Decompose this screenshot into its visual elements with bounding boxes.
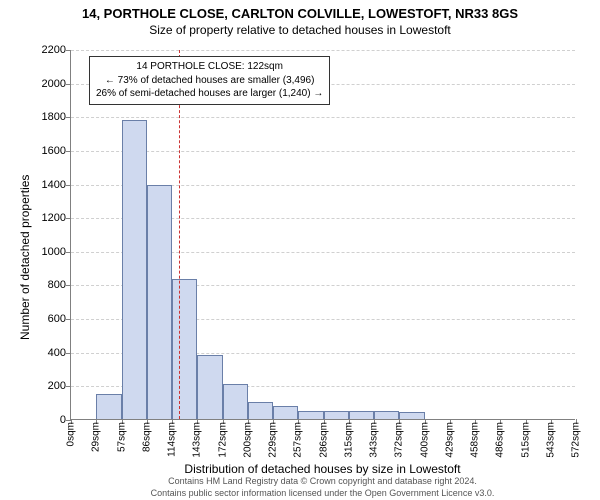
- x-tick-label: 200sqm: [242, 419, 253, 458]
- y-tick-label: 2000: [42, 78, 71, 90]
- x-tick-label: 0sqm: [66, 419, 77, 446]
- x-tick-label: 572sqm: [571, 419, 582, 458]
- histogram-bar: [248, 402, 273, 419]
- annotation-line: ← 73% of detached houses are smaller (3,…: [96, 74, 323, 88]
- gridline: [71, 117, 575, 118]
- x-tick-label: 315sqm: [343, 419, 354, 458]
- histogram-bar: [122, 120, 147, 419]
- annotation-line: 14 PORTHOLE CLOSE: 122sqm: [96, 60, 323, 74]
- histogram-bar: [298, 411, 323, 419]
- histogram-bar: [273, 406, 298, 419]
- histogram-bar: [223, 384, 248, 419]
- histogram-bar: [374, 411, 399, 419]
- sub-title: Size of property relative to detached ho…: [0, 21, 600, 37]
- y-tick-label: 400: [48, 347, 71, 359]
- x-tick-label: 229sqm: [268, 419, 279, 458]
- x-tick-label: 458sqm: [470, 419, 481, 458]
- x-axis-title: Distribution of detached houses by size …: [70, 462, 575, 476]
- y-tick-label: 600: [48, 313, 71, 325]
- histogram-bar: [172, 279, 197, 419]
- histogram-bar: [349, 411, 374, 419]
- x-tick-label: 543sqm: [545, 419, 556, 458]
- x-tick-label: 114sqm: [167, 419, 178, 457]
- x-tick-label: 343sqm: [369, 419, 380, 458]
- y-tick-label: 2200: [42, 44, 71, 56]
- chart-area: 0200400600800100012001400160018002000220…: [70, 50, 575, 420]
- histogram-bar: [96, 394, 121, 419]
- y-tick-label: 1600: [42, 145, 71, 157]
- y-tick-label: 1800: [42, 111, 71, 123]
- x-tick-label: 486sqm: [495, 419, 506, 458]
- x-tick-label: 400sqm: [419, 419, 430, 458]
- gridline: [71, 50, 575, 51]
- x-tick-label: 257sqm: [293, 419, 304, 458]
- annotation-box: 14 PORTHOLE CLOSE: 122sqm← 73% of detach…: [89, 56, 330, 105]
- reference-line: [179, 50, 180, 419]
- histogram-bar: [399, 412, 424, 419]
- histogram-bar: [197, 355, 222, 419]
- x-tick-label: 372sqm: [394, 419, 405, 458]
- y-tick-label: 1200: [42, 212, 71, 224]
- footer-line-1: Contains HM Land Registry data © Crown c…: [70, 476, 575, 488]
- x-tick-label: 172sqm: [217, 419, 228, 458]
- x-tick-label: 29sqm: [91, 419, 102, 452]
- footer-line-2: Contains public sector information licen…: [70, 488, 575, 500]
- plot-region: 0200400600800100012001400160018002000220…: [70, 50, 575, 420]
- histogram-bar: [324, 411, 349, 419]
- x-tick-label: 86sqm: [141, 419, 152, 452]
- x-tick-label: 57sqm: [116, 419, 127, 452]
- footer-attribution: Contains HM Land Registry data © Crown c…: [70, 476, 575, 499]
- y-tick-label: 1000: [42, 246, 71, 258]
- y-tick-label: 1400: [42, 179, 71, 191]
- y-tick-label: 800: [48, 279, 71, 291]
- main-title: 14, PORTHOLE CLOSE, CARLTON COLVILLE, LO…: [0, 0, 600, 21]
- y-tick-label: 200: [48, 380, 71, 392]
- x-tick-label: 429sqm: [444, 419, 455, 458]
- y-axis-title: Number of detached properties: [18, 175, 32, 340]
- x-tick-label: 515sqm: [520, 419, 531, 458]
- annotation-line: 26% of semi-detached houses are larger (…: [96, 87, 323, 101]
- histogram-bar: [147, 185, 172, 419]
- x-tick-label: 286sqm: [318, 419, 329, 458]
- x-tick-label: 143sqm: [192, 419, 203, 458]
